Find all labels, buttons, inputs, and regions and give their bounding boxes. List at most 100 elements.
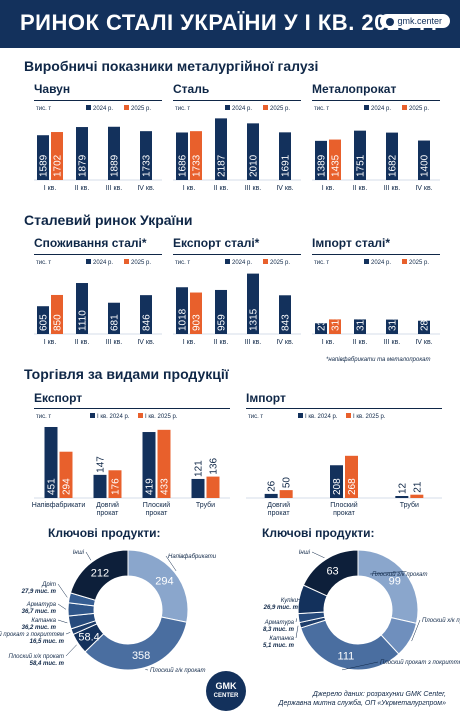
category-label: Труби bbox=[400, 501, 419, 509]
bar-value-label: 1682 bbox=[388, 154, 399, 177]
bar-2025 bbox=[108, 470, 122, 498]
category-label: IV кв. bbox=[415, 185, 432, 192]
logo-text-line1: GMK bbox=[215, 681, 237, 691]
bar-2024 bbox=[76, 127, 88, 180]
source-line-2: Державна митна служба, ОП «Укрметалургпр… bbox=[278, 700, 446, 707]
leader-line bbox=[296, 598, 301, 601]
chart-steel-consumption: тис. т 2024 р. 2025 р. 605 850 І кв. 1110 ІІ кв… bbox=[34, 259, 162, 346]
category-label: ІІ кв. bbox=[353, 185, 368, 192]
pie-label: Арматура bbox=[264, 620, 295, 626]
legend-label-2025: 2025 р. bbox=[409, 260, 429, 266]
category-label: ІІ кв. bbox=[75, 185, 90, 192]
bar-value-label: 605 bbox=[39, 314, 50, 331]
pie-label-value: 58,4 тис. т bbox=[30, 661, 65, 667]
divider bbox=[312, 100, 440, 101]
pie-label: Плоский х/к прокат bbox=[8, 653, 64, 660]
legend-swatch-2025 bbox=[402, 105, 407, 110]
pie-slice bbox=[84, 616, 188, 671]
legend-swatch-2024 bbox=[298, 413, 303, 418]
bar-2024 bbox=[93, 474, 107, 498]
site-badge[interactable]: gmk.center bbox=[380, 14, 450, 28]
category-label: IV кв. bbox=[137, 339, 154, 346]
category-label: прокат bbox=[268, 510, 291, 517]
header-banner: РИНОК СТАЛІ УКРАЇНИ У І КВ. 2025 Р. gmk.… bbox=[0, 0, 460, 48]
category-label: ІІІ кв. bbox=[245, 339, 262, 346]
bar-2024 bbox=[386, 319, 398, 334]
leader-line bbox=[295, 618, 297, 623]
panel-title-import: Імпорт bbox=[246, 391, 286, 405]
bar-2024 bbox=[354, 319, 366, 334]
bar-value-label: 681 bbox=[110, 314, 121, 331]
bar-2024 bbox=[247, 273, 259, 334]
section-title-trade: Торгівля за видами продукції bbox=[24, 366, 229, 382]
bar-2024 bbox=[330, 465, 343, 498]
bar-value-label: 289 bbox=[420, 314, 431, 331]
leader-line bbox=[85, 551, 92, 561]
bar-value-label: 121 bbox=[194, 460, 205, 477]
bar-value-label: 26 bbox=[267, 480, 278, 492]
legend-swatch-2025 bbox=[346, 413, 351, 418]
page-title: РИНОК СТАЛІ УКРАЇНИ У І КВ. 2025 Р. bbox=[20, 10, 438, 35]
bar-value-label: 268 bbox=[347, 478, 358, 495]
bar-2024 bbox=[176, 132, 188, 180]
legend-label-2025: І кв. 2025 р. bbox=[145, 414, 178, 420]
bar-value-label: 451 bbox=[47, 478, 58, 495]
pie-label-value: 27,9 тис. т bbox=[21, 589, 57, 595]
category-label: ІІІ кв. bbox=[106, 339, 123, 346]
leader-line bbox=[341, 661, 379, 671]
legend-label-2024: 2024 р. bbox=[232, 260, 252, 266]
legend-swatch-2025 bbox=[124, 105, 129, 110]
pie-label: Катанка bbox=[31, 618, 56, 624]
category-label: І кв. bbox=[322, 185, 335, 192]
site-label: gmk.center bbox=[397, 16, 442, 26]
bar-value-label: 1691 bbox=[281, 154, 292, 177]
divider bbox=[173, 254, 301, 255]
divider bbox=[34, 408, 230, 409]
leader-line bbox=[369, 571, 407, 575]
leader-line bbox=[57, 619, 68, 624]
bar-2024 bbox=[108, 302, 120, 334]
bar-value-label: 208 bbox=[332, 478, 343, 495]
unit-label: тис. т bbox=[36, 106, 51, 112]
category-label: IV кв. bbox=[276, 185, 293, 192]
bar-value-label: 1751 bbox=[356, 154, 367, 177]
category-label: ІІІ кв. bbox=[106, 185, 123, 192]
chart-export-by-product: тис. т І кв. 2024 р. І кв. 2025 р. 451 294 На… bbox=[32, 413, 230, 517]
divider bbox=[246, 408, 442, 409]
category-label: Труби bbox=[196, 501, 215, 509]
gmk-center-logo: GMK CENTER bbox=[206, 671, 246, 711]
bar-value-label: 1435 bbox=[331, 154, 342, 177]
bar-2025 bbox=[157, 429, 171, 498]
bar-2024 bbox=[140, 295, 152, 334]
pie-label: Купіки bbox=[281, 598, 299, 604]
bar-2024 bbox=[142, 432, 156, 498]
pie-label: Катанка bbox=[269, 636, 294, 642]
bar-2024 bbox=[315, 323, 327, 334]
bar-value-label: 850 bbox=[53, 314, 64, 331]
slice-value-label: 63 bbox=[326, 565, 338, 577]
bar-value-label: 136 bbox=[209, 457, 220, 474]
bar-value-label: 1589 bbox=[39, 154, 50, 177]
panel-title-rolled: Металопрокат bbox=[312, 82, 397, 96]
category-label: ІІІ кв. bbox=[384, 185, 401, 192]
chart-pig-iron: тис. т 2024 р. 2025 р. 1589 1702 І кв. 1879 ІІ … bbox=[34, 105, 162, 192]
bar-2024 bbox=[37, 135, 49, 180]
category-label: ІІ кв. bbox=[214, 185, 229, 192]
leader-line bbox=[295, 625, 299, 639]
bar-2025 bbox=[345, 455, 358, 498]
bar-value-label: 318 bbox=[356, 314, 367, 331]
bar-2025 bbox=[51, 294, 63, 334]
legend-label-2025: 2025 р. bbox=[131, 260, 151, 266]
bar-2024 bbox=[279, 295, 291, 334]
slice-value-label: 111 bbox=[338, 650, 355, 662]
bar-2024 bbox=[418, 140, 430, 180]
leader-line bbox=[57, 603, 67, 610]
legend-swatch-2024 bbox=[86, 259, 91, 264]
category-label: Напівфабрикати bbox=[32, 501, 86, 509]
leader-line bbox=[65, 632, 71, 635]
bar-2024 bbox=[176, 287, 188, 334]
chart-steel: тис. т 2024 р. 2025 р. 1686 1733 І кв. 2187 ІІ … bbox=[173, 105, 301, 192]
bar-2025 bbox=[51, 132, 63, 180]
legend-swatch-2024 bbox=[225, 259, 230, 264]
legend-label-2025: 2025 р. bbox=[270, 106, 290, 112]
